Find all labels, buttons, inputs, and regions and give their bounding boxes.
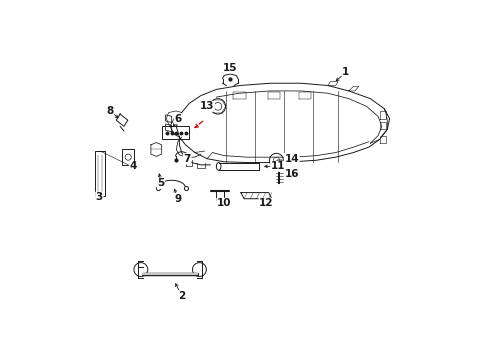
Text: 6: 6 (174, 114, 181, 123)
Bar (162, 126, 189, 139)
Text: 2: 2 (178, 291, 185, 301)
Text: 14: 14 (284, 154, 299, 164)
Text: 5: 5 (157, 178, 164, 188)
Text: 3: 3 (96, 192, 102, 202)
Text: 8: 8 (106, 106, 114, 116)
Text: 15: 15 (223, 63, 237, 73)
Bar (122, 149, 134, 165)
Text: 10: 10 (216, 198, 231, 208)
Text: 9: 9 (174, 194, 181, 204)
Text: 7: 7 (183, 154, 190, 164)
Text: 16: 16 (284, 169, 299, 179)
Text: 1: 1 (342, 67, 348, 77)
Text: 11: 11 (270, 161, 285, 171)
Text: 12: 12 (259, 198, 273, 208)
Text: 4: 4 (129, 161, 137, 171)
Bar (95, 151, 105, 195)
Text: 13: 13 (200, 101, 214, 111)
